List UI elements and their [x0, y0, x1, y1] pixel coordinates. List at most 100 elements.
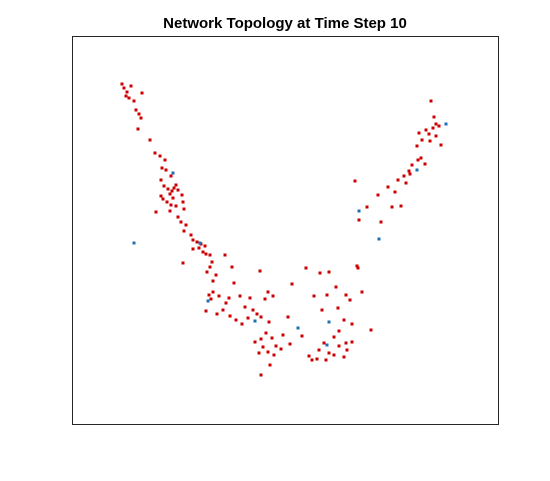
scatter-point-s0-88 — [253, 340, 257, 344]
points-layer — [120, 82, 448, 377]
scatter-point-s0-2 — [125, 90, 129, 94]
scatter-point-s0-84 — [267, 320, 271, 324]
scatter-point-s0-124 — [310, 358, 314, 362]
scatter-point-s0-22 — [170, 189, 174, 193]
scatter-point-s0-67 — [228, 314, 232, 318]
scatter-point-s0-74 — [243, 305, 247, 309]
scatter-point-s0-128 — [345, 348, 349, 352]
scatter-point-s0-151 — [415, 144, 419, 148]
scatter-point-s0-85 — [264, 331, 268, 335]
scatter-point-s0-56 — [214, 273, 218, 277]
scatter-point-s0-160 — [429, 99, 433, 103]
scatter-point-s0-90 — [266, 350, 270, 354]
scatter-point-s0-76 — [238, 294, 242, 298]
scatter-point-s0-125 — [307, 354, 311, 358]
scatter-point-s1-4 — [253, 319, 257, 323]
scatter-point-s0-75 — [248, 296, 252, 300]
scatter-point-s0-156 — [431, 126, 435, 130]
scatter-point-s0-79 — [223, 253, 227, 257]
scatter-point-s0-59 — [207, 293, 211, 297]
scatter-point-s0-113 — [350, 322, 354, 326]
scatter-point-s0-114 — [337, 329, 341, 333]
scatter-point-s0-72 — [251, 308, 255, 312]
scatter-point-s0-21 — [166, 187, 170, 191]
scatter-point-s0-92 — [272, 353, 276, 357]
scatter-point-s0-13 — [153, 151, 157, 155]
scatter-point-s0-153 — [424, 128, 428, 132]
scatter-point-s0-162 — [439, 143, 443, 147]
scatter-point-s0-25 — [176, 188, 180, 192]
scatter-point-s0-73 — [259, 315, 263, 319]
scatter-point-s0-54 — [208, 265, 212, 269]
scatter-point-s0-102 — [304, 266, 308, 270]
scatter-point-s0-8 — [134, 108, 138, 112]
scatter-point-s0-62 — [227, 296, 231, 300]
scatter-point-s0-138 — [386, 185, 390, 189]
scatter-point-s0-16 — [160, 166, 164, 170]
scatter-point-s0-15 — [163, 158, 167, 162]
scatter-point-s0-110 — [344, 293, 348, 297]
scatter-point-s0-145 — [407, 169, 411, 173]
scatter-point-s0-139 — [390, 205, 394, 209]
scatter-point-s0-112 — [342, 318, 346, 322]
scatter-point-s0-9 — [137, 112, 141, 116]
scatter-point-s0-119 — [332, 353, 336, 357]
scatter-point-s0-130 — [369, 328, 373, 332]
scatter-point-s0-58 — [211, 290, 215, 294]
scatter-point-s0-17 — [164, 168, 168, 172]
scatter-point-s0-98 — [288, 342, 292, 346]
scatter-point-s0-30 — [161, 197, 165, 201]
scatter-point-s1-6 — [327, 320, 331, 324]
scatter-point-s1-9 — [444, 122, 448, 126]
scatter-point-s0-159 — [432, 115, 436, 119]
scatter-point-s0-108 — [334, 285, 338, 289]
scatter-point-s0-126 — [324, 358, 328, 362]
scatter-point-s0-14 — [158, 154, 162, 158]
scatter-point-s0-69 — [240, 322, 244, 326]
scatter-point-s0-94 — [279, 347, 283, 351]
scatter-point-s0-158 — [437, 124, 441, 128]
scatter-point-s0-31 — [165, 200, 169, 204]
scatter-point-s0-148 — [416, 158, 420, 162]
scatter-point-s0-154 — [427, 132, 431, 136]
scatter-point-s1-10 — [415, 168, 419, 172]
scatter-point-s0-107 — [320, 308, 324, 312]
scatter-point-s1-2 — [198, 241, 202, 245]
scatter-point-s0-64 — [221, 308, 225, 312]
scatter-point-s1-0 — [171, 171, 175, 175]
scatter-point-s0-32 — [169, 203, 173, 207]
scatter-point-s0-6 — [129, 84, 133, 88]
scatter-point-s0-48 — [191, 247, 195, 251]
scatter-point-s0-97 — [281, 333, 285, 337]
scatter-point-s0-86 — [270, 336, 274, 340]
axes-box — [72, 36, 499, 425]
scatter-point-s0-60 — [209, 297, 213, 301]
scatter-point-s0-10 — [139, 116, 143, 120]
scatter-point-s0-133 — [357, 218, 361, 222]
scatter-point-s0-131 — [355, 264, 359, 268]
scatter-point-s0-82 — [263, 297, 267, 301]
scatter-point-s0-101 — [300, 334, 304, 338]
scatter-point-s0-78 — [230, 265, 234, 269]
scatter-point-s0-147 — [408, 172, 412, 176]
scatter-point-s0-35 — [182, 207, 186, 211]
scatter-point-s0-46 — [203, 244, 207, 248]
scatter-point-s0-70 — [246, 316, 250, 320]
scatter-point-s0-65 — [215, 312, 219, 316]
scatter-point-s0-18 — [169, 174, 173, 178]
scatter-point-s0-95 — [268, 363, 272, 367]
scatter-point-s0-42 — [189, 233, 193, 237]
scatter-point-s0-61 — [217, 294, 221, 298]
scatter-point-s0-141 — [399, 204, 403, 208]
scatter-point-s0-26 — [168, 192, 172, 196]
scatter-point-s0-123 — [315, 357, 319, 361]
scatter-point-s0-53 — [181, 261, 185, 265]
scatter-point-s0-120 — [337, 344, 341, 348]
scatter-point-s0-140 — [393, 190, 397, 194]
scatter-point-s0-20 — [162, 184, 166, 188]
scatter-point-s0-132 — [356, 266, 360, 270]
scatter-point-s0-105 — [325, 293, 329, 297]
scatter-point-s1-11 — [325, 343, 329, 347]
